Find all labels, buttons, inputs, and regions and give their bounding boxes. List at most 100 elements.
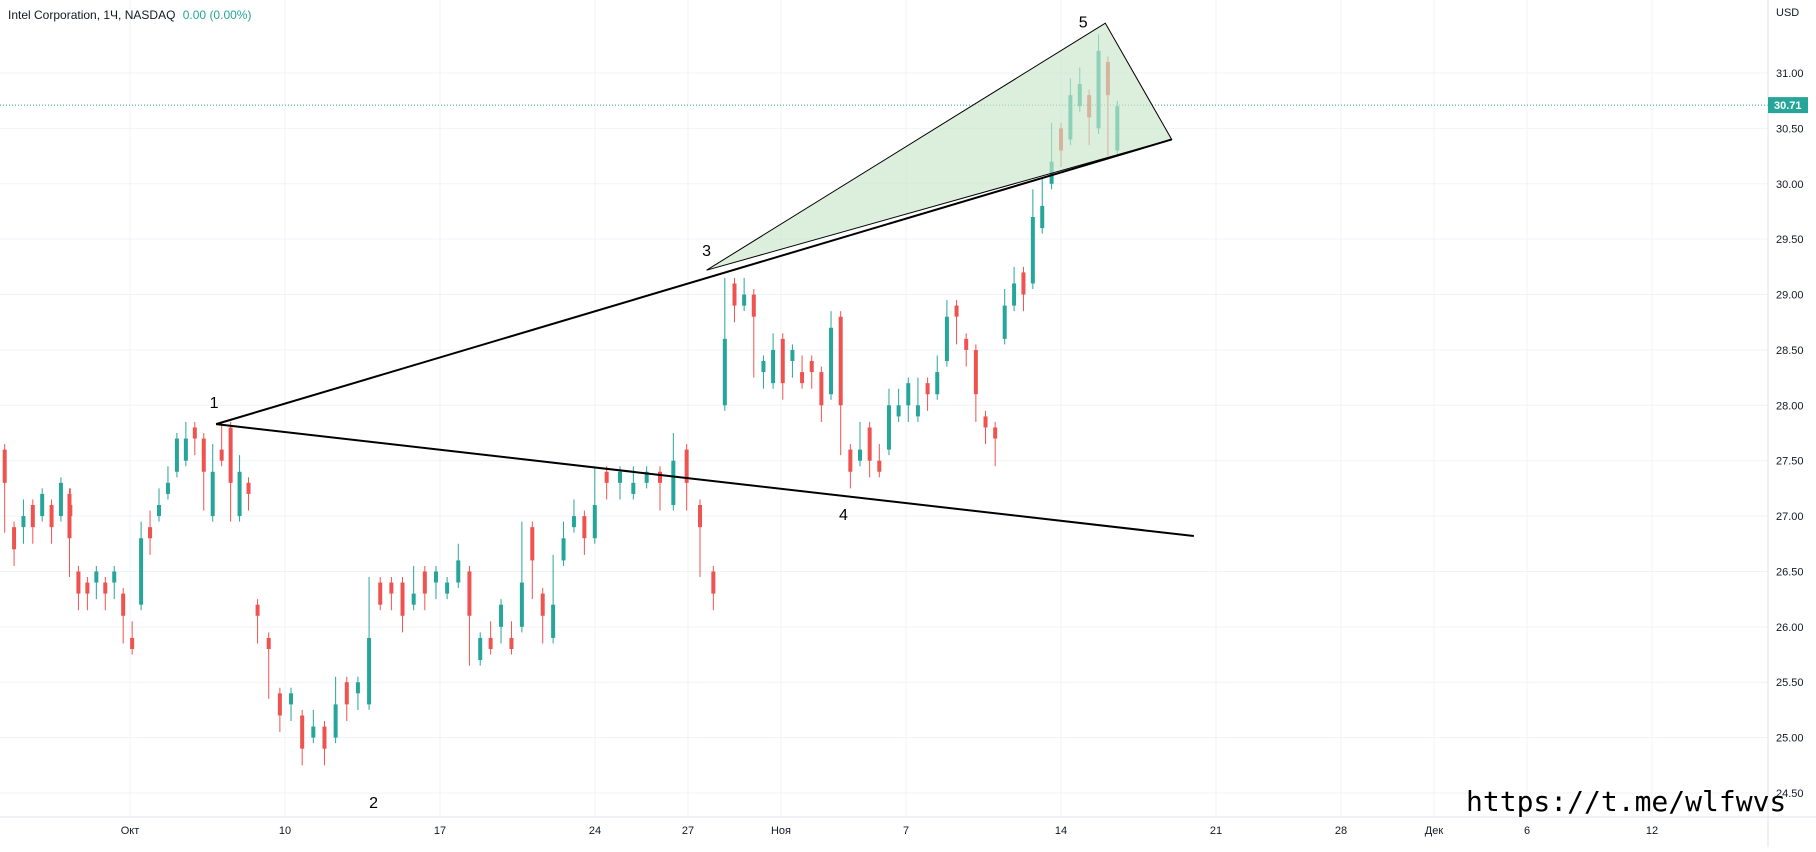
candle-body xyxy=(631,482,636,494)
candle-body xyxy=(809,361,814,373)
y-tick-label: 27.50 xyxy=(1776,456,1804,468)
candle-body xyxy=(722,338,727,406)
grid xyxy=(0,0,1768,817)
candle-body xyxy=(165,482,170,494)
candle-body xyxy=(530,527,535,561)
candle-body xyxy=(488,637,493,649)
candle-body xyxy=(433,571,438,583)
candle-body xyxy=(509,637,514,649)
candle-body xyxy=(389,582,394,594)
currency-label: USD xyxy=(1776,7,1799,19)
x-tick-label: Окт xyxy=(121,825,140,837)
candle-body xyxy=(1012,283,1017,306)
candle-body xyxy=(300,715,305,749)
x-tick-label: 12 xyxy=(1646,825,1658,837)
candle-body xyxy=(12,527,17,550)
candle-body xyxy=(858,449,862,461)
candle-body xyxy=(76,571,81,594)
y-tick-label: 31.00 xyxy=(1776,68,1804,80)
candle-body xyxy=(1030,217,1035,284)
candle-body xyxy=(790,349,795,361)
candle-body xyxy=(732,283,737,306)
candle-body xyxy=(848,449,853,472)
y-tick-label: 30.50 xyxy=(1776,123,1804,135)
candle-body xyxy=(886,405,891,450)
x-tick-label: 21 xyxy=(1210,825,1222,837)
x-tick-label: 24 xyxy=(589,825,601,837)
candle-body xyxy=(644,471,649,483)
candle-body xyxy=(30,505,35,528)
change-label: 0.00 (0.00%) xyxy=(182,8,252,22)
candle-body xyxy=(698,505,702,528)
candle-body xyxy=(906,383,911,406)
y-tick-label: 26.50 xyxy=(1776,566,1804,578)
candle-body xyxy=(322,726,327,749)
candle-body xyxy=(867,427,872,461)
candle-body xyxy=(49,505,54,528)
candle-body xyxy=(277,693,282,716)
candle-body xyxy=(711,571,716,594)
candle-body xyxy=(800,372,805,384)
candle-body xyxy=(422,571,427,594)
candle-body xyxy=(684,449,689,483)
candle-body xyxy=(1040,205,1045,229)
candle-body xyxy=(183,438,188,461)
candle-body xyxy=(174,438,179,472)
candle-body xyxy=(467,571,472,616)
candle-body xyxy=(311,726,316,738)
candle-body xyxy=(67,493,72,539)
candle-body xyxy=(1002,305,1007,339)
candle-body xyxy=(237,471,242,517)
candle-body xyxy=(499,604,504,627)
symbol-label: Intel Corporation, 1Ч, NASDAQ xyxy=(8,8,176,22)
x-tick-label: 27 xyxy=(682,825,694,837)
candle-body xyxy=(618,471,622,483)
candle-body xyxy=(355,682,360,694)
candle-body xyxy=(121,593,126,616)
y-tick-label: 25.50 xyxy=(1776,677,1804,689)
candle-body xyxy=(103,582,108,594)
candle-body xyxy=(571,516,576,528)
candle-body xyxy=(925,383,930,395)
x-tick-label: 6 xyxy=(1524,825,1530,837)
candle-body xyxy=(157,505,161,517)
candle-body xyxy=(671,460,676,505)
wedge-triangle xyxy=(706,22,1173,271)
candle-body xyxy=(561,538,566,561)
candle-body xyxy=(210,471,215,517)
candle-body xyxy=(148,527,153,539)
y-tick-label: 27.00 xyxy=(1776,511,1804,523)
candle-body xyxy=(761,361,766,373)
candle-body xyxy=(819,372,824,406)
candle-body xyxy=(94,571,99,583)
y-tick-label: 26.00 xyxy=(1776,622,1804,634)
candle-body xyxy=(993,427,998,439)
candle-body xyxy=(219,449,224,461)
last-price-badge xyxy=(1768,97,1808,114)
candle-body xyxy=(604,471,609,483)
candle-body xyxy=(582,516,587,539)
candle-body xyxy=(829,327,834,395)
y-tick-label: 29.50 xyxy=(1776,234,1804,246)
candle-body xyxy=(478,637,483,661)
candle-body xyxy=(130,637,135,649)
candle-body xyxy=(201,438,206,472)
y-tick-label: 25.00 xyxy=(1776,733,1804,745)
candle-body xyxy=(246,482,251,494)
candle-body xyxy=(2,449,7,483)
candle-body xyxy=(935,372,940,395)
candle-body xyxy=(85,582,90,594)
candle-body xyxy=(742,294,747,306)
y-tick-label: 24.50 xyxy=(1776,788,1804,800)
candle-body xyxy=(445,582,450,594)
x-tick-label: 28 xyxy=(1335,825,1347,837)
candle-body xyxy=(228,427,233,483)
x-tick-label: 7 xyxy=(903,825,909,837)
candle-body xyxy=(896,405,901,417)
candle-body xyxy=(333,704,338,738)
candle-body xyxy=(751,294,756,317)
candle-body xyxy=(983,416,988,428)
